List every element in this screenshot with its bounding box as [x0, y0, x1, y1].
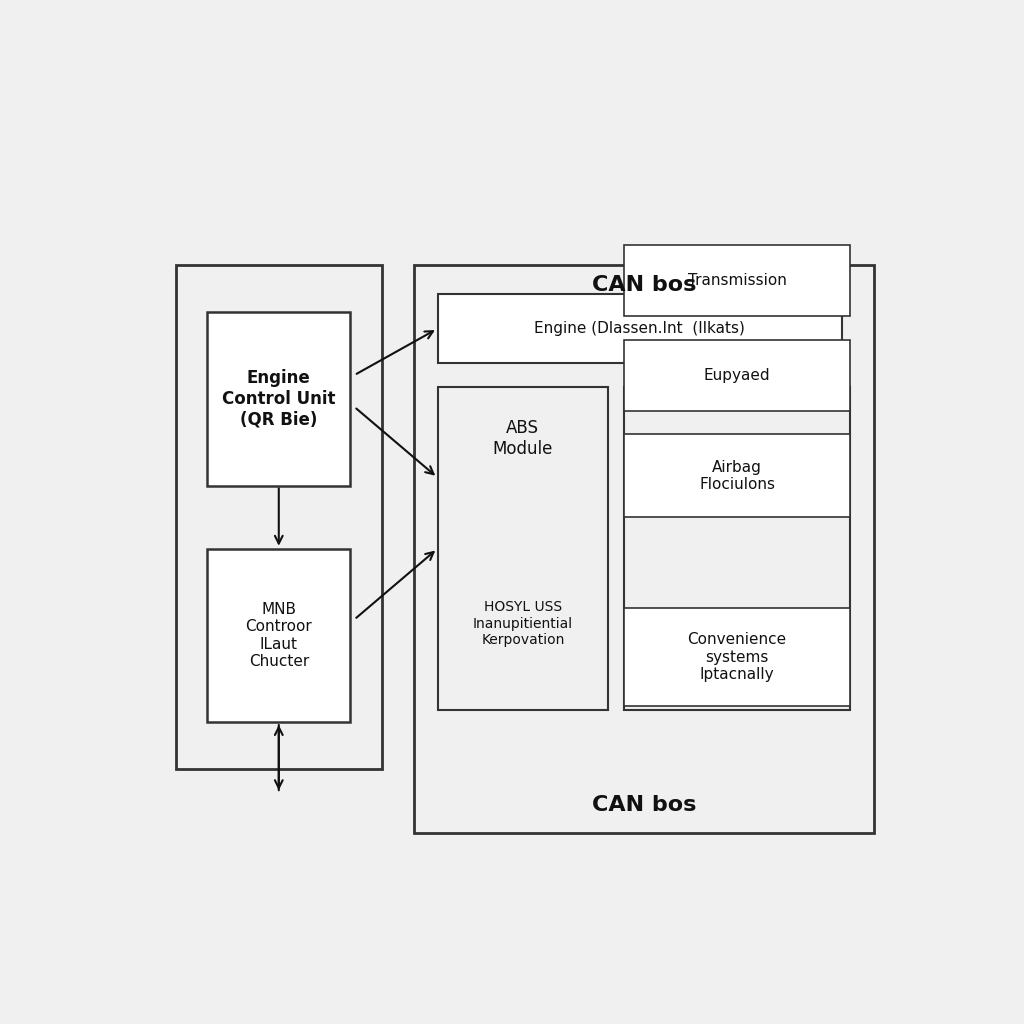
- Text: Engine (Dlassen.Int  (Ilkats): Engine (Dlassen.Int (Ilkats): [535, 322, 745, 336]
- Text: HOSYL USS
Inanupitiential
Kerpovation: HOSYL USS Inanupitiential Kerpovation: [473, 600, 572, 647]
- Text: Airbag
Flociulons: Airbag Flociulons: [699, 460, 775, 492]
- Text: Engine
Control Unit
(QR Bie): Engine Control Unit (QR Bie): [222, 369, 336, 429]
- Bar: [624, 434, 850, 517]
- Bar: [207, 312, 350, 485]
- Bar: [207, 549, 350, 722]
- Text: Eupyaed: Eupyaed: [703, 368, 770, 383]
- Bar: [624, 608, 850, 707]
- Text: CAN bos: CAN bos: [592, 274, 696, 295]
- Text: MNB
Controor
ILaut
Chucter: MNB Controor ILaut Chucter: [246, 602, 312, 669]
- Bar: [624, 245, 850, 316]
- Bar: [624, 340, 850, 411]
- Text: Convenience
systems
Iptacnally: Convenience systems Iptacnally: [687, 632, 786, 682]
- Bar: [176, 265, 382, 769]
- Bar: [624, 387, 850, 711]
- Text: Transmission: Transmission: [688, 273, 786, 288]
- Text: ABS
Module: ABS Module: [493, 419, 553, 458]
- Bar: [437, 294, 842, 364]
- Bar: [437, 387, 608, 711]
- Bar: [414, 265, 873, 833]
- Text: CAN bos: CAN bos: [592, 795, 696, 815]
